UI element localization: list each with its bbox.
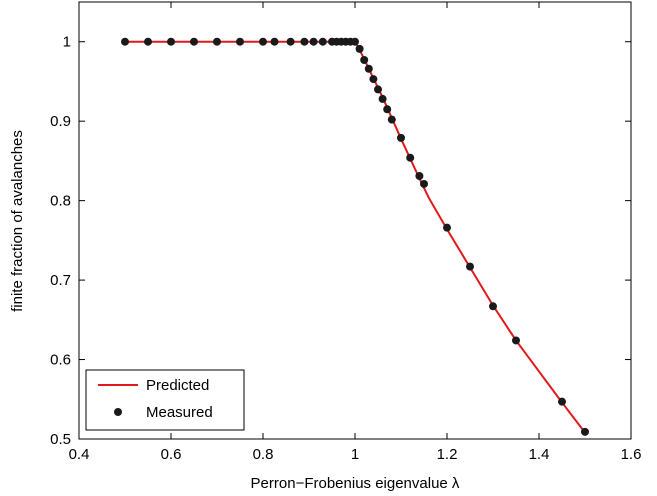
data-point-measured (374, 85, 382, 94)
data-point-measured (383, 105, 392, 114)
data-point-measured (213, 37, 221, 46)
legend-box (85, 369, 245, 431)
data-point-measured (397, 133, 405, 142)
x-tick-label: 1.2 (437, 446, 458, 463)
tick-labels: 0.4 0.6 0.8 1 1.2 1.4 1.6 0.5 0.6 0.7 0.8 0.9 1 (50, 34, 641, 463)
x-tick-label: 1.4 (529, 446, 550, 463)
series-layer (121, 37, 589, 436)
data-point-measured (369, 75, 378, 84)
y-tick-label: 0.9 (50, 113, 71, 130)
legend: Predicted Measured (85, 369, 245, 431)
data-point-measured (443, 223, 451, 232)
data-point-measured (300, 37, 309, 46)
y-tick-label: 0.6 (50, 352, 71, 369)
plot-area (78, 1, 632, 440)
data-point-measured (364, 64, 373, 73)
legend-label-measured: Measured (146, 404, 213, 421)
x-tick-label: 0.8 (253, 446, 274, 463)
data-point-measured (406, 153, 415, 162)
x-tick-label: 1 (351, 446, 359, 463)
data-point-measured (420, 179, 428, 188)
data-point-measured (167, 37, 175, 46)
data-point-measured (286, 37, 295, 46)
y-axis-label: finite fraction of avalanches (9, 130, 26, 312)
data-point-measured (259, 37, 267, 46)
data-point-measured (512, 336, 520, 345)
legend-label-predicted: Predicted (146, 377, 209, 394)
data-point-measured (236, 37, 244, 46)
data-point-measured (309, 37, 318, 46)
axis-ticks (78, 2, 632, 440)
x-tick-label: 0.4 (69, 446, 90, 463)
data-point-measured (466, 262, 474, 271)
data-point-measured (558, 397, 566, 406)
data-point-measured (581, 427, 589, 436)
data-point-measured (378, 94, 387, 103)
data-point-measured (489, 302, 497, 311)
data-point-measured (355, 44, 364, 53)
data-point-measured (144, 37, 152, 46)
data-point-measured (387, 115, 396, 124)
data-point-measured (360, 56, 369, 65)
x-axis-label: Perron−Frobenius eigenvalue λ (251, 475, 460, 492)
data-point-measured (121, 37, 129, 46)
x-tick-label: 1.6 (621, 446, 642, 463)
y-tick-label: 0.5 (50, 431, 71, 448)
x-tick-label: 0.6 (161, 446, 182, 463)
y-tick-label: 1 (63, 34, 71, 51)
data-point-measured (351, 37, 359, 46)
legend-swatch-measured (114, 408, 122, 416)
data-point-measured (270, 37, 279, 46)
y-tick-label: 0.8 (50, 193, 71, 210)
y-tick-label: 0.7 (50, 272, 71, 289)
data-point-measured (415, 172, 424, 181)
data-point-measured (190, 37, 198, 46)
data-point-measured (318, 37, 327, 46)
